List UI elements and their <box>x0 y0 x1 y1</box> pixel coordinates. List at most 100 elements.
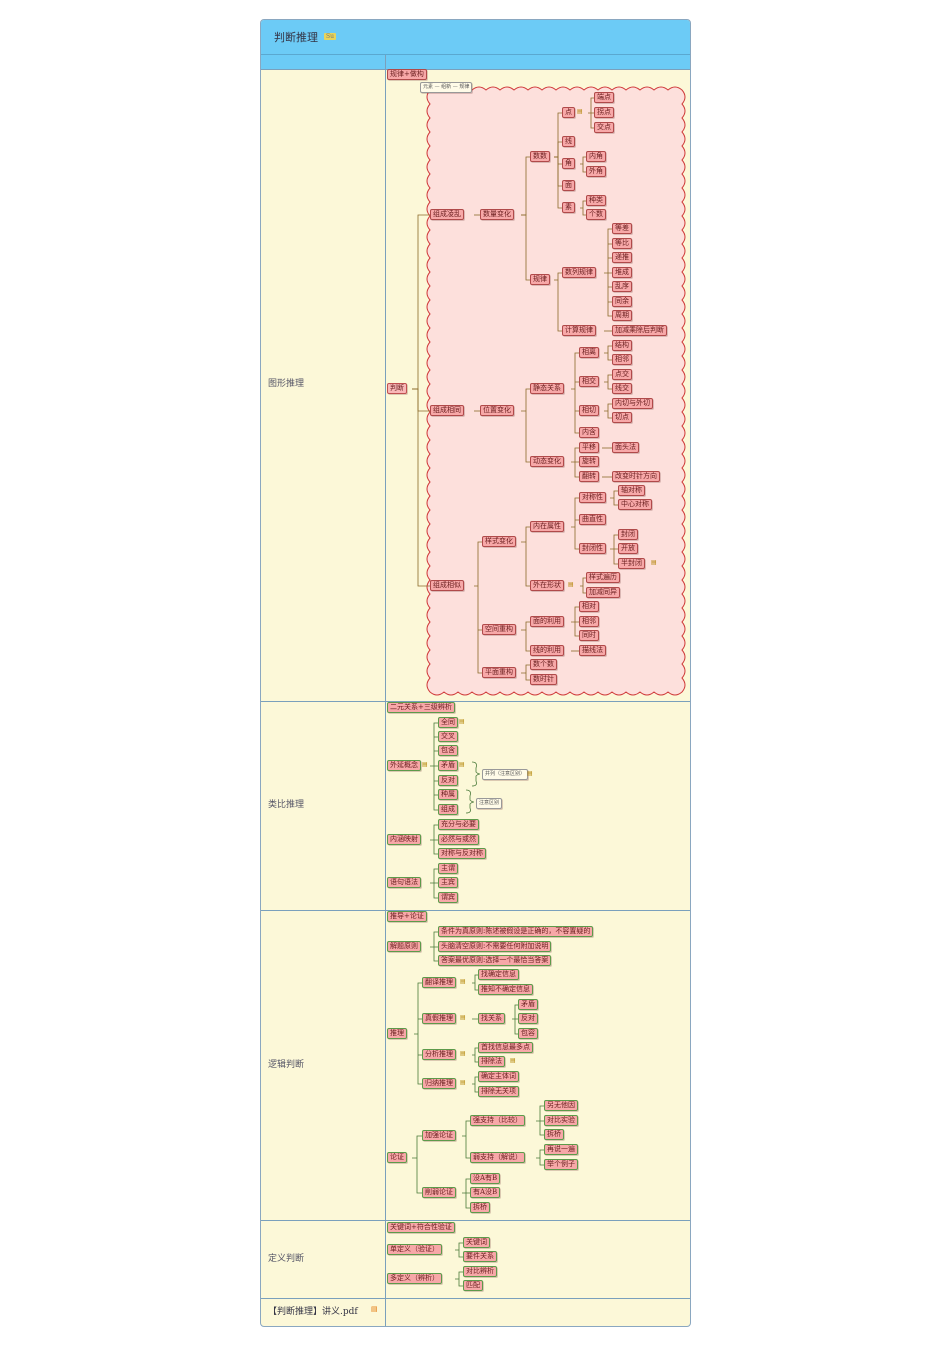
node-b1a[interactable]: 数量变化 <box>480 209 514 220</box>
node-xiangbu[interactable]: 相邻 <box>612 354 632 365</box>
node-guilv[interactable]: 规律 <box>530 274 550 285</box>
node-lj-fx1[interactable]: 首找信息最多点 <box>478 1042 533 1053</box>
node-waijiao[interactable]: 外角 <box>586 166 606 177</box>
node-lb-fandui[interactable]: 反对 <box>438 775 458 786</box>
node-lb-duichen[interactable]: 对称与反对称 <box>438 848 486 859</box>
node-lj-zhenjia[interactable]: 真假推理 <box>422 1013 456 1024</box>
note-icon[interactable]: ▤ <box>568 581 574 588</box>
node-lb-biran[interactable]: 必然与或然 <box>438 834 479 845</box>
node-xian-ly[interactable]: 线的利用 <box>530 645 564 656</box>
node-kongjian[interactable]: 空间重构 <box>482 624 516 635</box>
node-pingmian[interactable]: 平面重构 <box>482 667 516 678</box>
node-xuanzhuan[interactable]: 旋转 <box>579 456 599 467</box>
node-xiangli[interactable]: 相离 <box>579 347 599 358</box>
node-lj-fy2[interactable]: 推知不确定信息 <box>478 984 533 995</box>
node-shu[interactable]: 数数 <box>530 151 550 162</box>
node-b2a[interactable]: 位置变化 <box>480 405 514 416</box>
node-lj-rz1[interactable]: 再说一遍 <box>544 1144 578 1155</box>
node-neihan[interactable]: 内含 <box>579 427 599 438</box>
node-dy-top[interactable]: 关键词+符合性验证 <box>387 1222 455 1233</box>
node-lj-lunzheng[interactable]: 论证 <box>387 1152 407 1163</box>
node-lj-xr1[interactable]: 没A有B <box>470 1173 501 1184</box>
node-lj-zhichi[interactable]: 强支持（比较） <box>470 1115 525 1126</box>
node-lj-p1[interactable]: 条件为真原则:陈述被假设是正确的，不容置疑的 <box>438 926 594 937</box>
node-dian[interactable]: 点 <box>562 107 575 118</box>
node-neiqie[interactable]: 内切与外切 <box>612 398 653 409</box>
node-lj-zc2[interactable]: 对比实验 <box>544 1115 578 1126</box>
node-su[interactable]: 素 <box>562 202 575 213</box>
node-tongyu[interactable]: 同余 <box>612 296 632 307</box>
node-lj-zj1[interactable]: 矛盾 <box>518 999 538 1010</box>
node-zhongxin[interactable]: 中心对称 <box>618 499 652 510</box>
node-xiangjiao[interactable]: 相交 <box>579 376 599 387</box>
node-lj-p3[interactable]: 答案最优原则:选择一个最恰当答案 <box>438 955 552 966</box>
node-xiangdui[interactable]: 相对 <box>579 601 599 612</box>
node-xiangqie[interactable]: 相切 <box>579 405 599 416</box>
note-icon[interactable]: ▤ <box>459 761 465 768</box>
node-dongtai[interactable]: 动态变化 <box>530 456 564 467</box>
node-lj-ruozhichi[interactable]: 弱支持（解说） <box>470 1152 525 1163</box>
node-neizai[interactable]: 内在属性 <box>530 521 564 532</box>
node-lj-tuili[interactable]: 推理 <box>387 1028 407 1039</box>
node-dianyi[interactable]: 面头法 <box>612 442 639 453</box>
node-lj-xr2[interactable]: 有A没B <box>470 1187 501 1198</box>
node-gaibian[interactable]: 改变时针方向 <box>612 471 660 482</box>
note-icon[interactable]: ▤ <box>651 559 657 566</box>
node-lj-zj2[interactable]: 反对 <box>518 1013 538 1024</box>
node-dy-pipei[interactable]: 匹配 <box>463 1280 483 1291</box>
node-lj-xr3[interactable]: 拆桥 <box>470 1202 490 1213</box>
node-lb-zucheng[interactable]: 组成 <box>438 804 458 815</box>
node-shushizhen[interactable]: 数时针 <box>530 674 557 685</box>
node-b2[interactable]: 组成相同 <box>430 405 464 416</box>
node-lb-quantong[interactable]: 全同 <box>438 717 458 728</box>
node-yangshitd[interactable]: 样式遍历 <box>586 572 620 583</box>
node-fangxiang[interactable]: 同时 <box>579 630 599 641</box>
node-jisuan[interactable]: 计算规律 <box>562 325 596 336</box>
note-icon[interactable]: ▤ <box>460 1050 466 1057</box>
node-mian-ly[interactable]: 面的利用 <box>530 616 564 627</box>
node-lb-zhongshu[interactable]: 种属 <box>438 789 458 800</box>
node-dianjiao[interactable]: 点交 <box>612 369 632 380</box>
node-fig-top-sub[interactable]: 元素 — 组新 — 规律 <box>420 82 473 93</box>
node-lj-top[interactable]: 推导+论证 <box>387 911 427 922</box>
node-zhouqi[interactable]: 周期 <box>612 310 632 321</box>
node-lb-zhuwei[interactable]: 主谓 <box>438 863 458 874</box>
pdf-link[interactable]: 【判断推理】讲义.pdf <box>268 1307 358 1317</box>
node-dy-duo[interactable]: 多定义（辨析） <box>387 1273 442 1284</box>
node-shulie[interactable]: 数列规律 <box>562 267 596 278</box>
node-lj-jieti[interactable]: 解题原则 <box>387 941 421 952</box>
node-banfengbi[interactable]: 半封闭 <box>618 558 645 569</box>
note-icon[interactable]: ▤ <box>460 978 466 985</box>
node-qiedian[interactable]: 切点 <box>612 412 632 423</box>
note-icon[interactable]: ▤ <box>459 718 465 725</box>
node-lb-note1[interactable]: 并列（注意区别） <box>482 769 529 780</box>
note-icon[interactable]: ▤ <box>460 1014 466 1021</box>
node-lj-fx2[interactable]: 排除法 <box>478 1056 505 1067</box>
node-kaifang[interactable]: 开放 <box>618 543 638 554</box>
node-dy-duibi[interactable]: 对比辨析 <box>463 1266 497 1277</box>
node-jiegou[interactable]: 结构 <box>612 340 632 351</box>
node-lb-jiaocha[interactable]: 交叉 <box>438 731 458 742</box>
node-jiajian[interactable]: 加减乘除后判断 <box>612 325 667 336</box>
node-waizai[interactable]: 外在形状 <box>530 580 564 591</box>
node-lj-zc3[interactable]: 拆桥 <box>544 1129 564 1140</box>
node-lj-zj3[interactable]: 包容 <box>518 1028 538 1039</box>
node-zhonglei[interactable]: 种类 <box>586 195 606 206</box>
node-lb-maodun[interactable]: 矛盾 <box>438 760 458 771</box>
node-mian[interactable]: 面 <box>562 180 575 191</box>
node-geshu[interactable]: 个数 <box>586 209 606 220</box>
node-lb-yuju[interactable]: 语句语法 <box>387 877 421 888</box>
node-lb-neihan[interactable]: 内涵映射 <box>387 834 421 845</box>
note-icon[interactable]: ▤ <box>527 770 533 777</box>
node-duicheng[interactable]: 堆成 <box>612 267 632 278</box>
node-lj-jiaqiang[interactable]: 加强论证 <box>422 1130 456 1141</box>
node-lb-waiyan[interactable]: 外延概念 <box>387 760 421 771</box>
node-pingyi[interactable]: 平移 <box>579 442 599 453</box>
pdf-icon[interactable]: ▤ <box>371 1305 378 1313</box>
node-jiaodian[interactable]: 交点 <box>594 122 614 133</box>
node-lj-zc1[interactable]: 另无他因 <box>544 1100 578 1111</box>
node-dy-guanjian[interactable]: 关键词 <box>463 1237 490 1248</box>
node-lj-rz2[interactable]: 举个例子 <box>544 1159 578 1170</box>
node-ditui[interactable]: 递推 <box>612 252 632 263</box>
node-lb-zhubin[interactable]: 主宾 <box>438 877 458 888</box>
